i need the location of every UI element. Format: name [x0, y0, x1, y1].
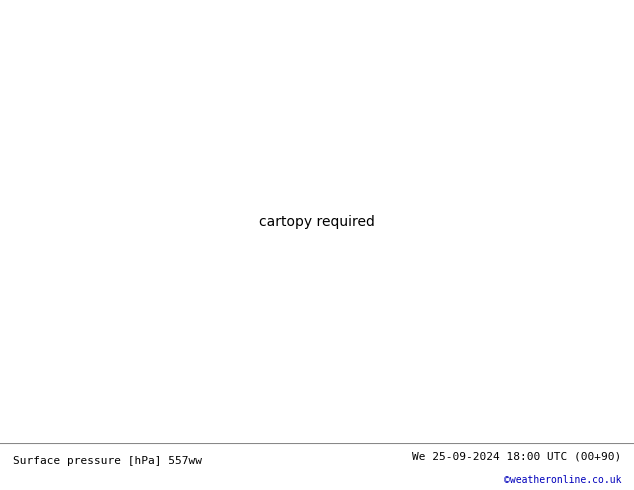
Text: We 25-09-2024 18:00 UTC (00+90): We 25-09-2024 18:00 UTC (00+90) — [412, 451, 621, 462]
Text: ©weatheronline.co.uk: ©weatheronline.co.uk — [504, 475, 621, 485]
Text: cartopy required: cartopy required — [259, 215, 375, 229]
Text: Surface pressure [hPa] 557ww: Surface pressure [hPa] 557ww — [13, 456, 202, 466]
